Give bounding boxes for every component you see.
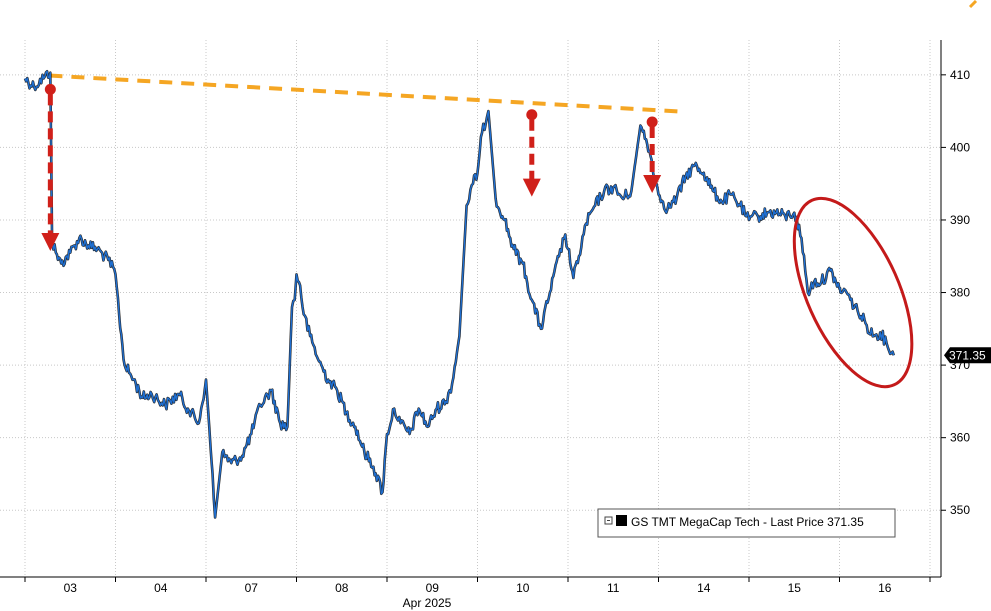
x-tick-label: 04 [154, 581, 168, 595]
x-tick-label: 07 [245, 581, 259, 595]
arrow-origin-dot [526, 109, 538, 121]
last-price-label: 371.35 [949, 348, 986, 362]
x-tick-label: 14 [697, 581, 711, 595]
y-tick-label: 400 [950, 140, 970, 154]
vertical-grid [24, 40, 931, 577]
y-tick-label: 350 [950, 503, 970, 517]
arrow-head [522, 178, 541, 197]
x-tick-label: 08 [335, 581, 349, 595]
y-tick-label: 390 [950, 213, 970, 227]
arrow-origin-dot [44, 83, 56, 95]
legend-series-swatch [616, 515, 627, 526]
x-axis: 03 04 07 08 09 10 11 14 15 16 [24, 577, 931, 595]
horizontal-grid [0, 74, 941, 511]
x-tick-label: 09 [426, 581, 440, 595]
x-tick-label: 16 [878, 581, 892, 595]
price-series-line [24, 70, 895, 519]
arrow-head [41, 232, 60, 251]
resistance-trendline [49, 73, 686, 114]
x-tick-label: 15 [788, 581, 802, 595]
legend-series-label: GS TMT MegaCap Tech - Last Price 371.35 [631, 515, 864, 529]
x-tick-label: 10 [516, 581, 530, 595]
drop-arrows [41, 83, 662, 251]
y-tick-label: 410 [950, 68, 970, 82]
arrow-head [643, 174, 662, 193]
highlight-ellipse [792, 196, 914, 389]
corner-orange-dash [968, 0, 978, 9]
x-tick-label: 03 [64, 581, 78, 595]
legend-box [597, 508, 896, 538]
y-tick-label: 360 [950, 431, 970, 445]
x-month-label: Apr 2025 [403, 596, 452, 610]
arrow-origin-dot [646, 116, 658, 128]
legend: GS TMT MegaCap Tech - Last Price 371.35 [597, 508, 896, 538]
last-price-tag: 371.35 [944, 347, 991, 364]
last-price-marker [944, 347, 991, 364]
y-tick-label: 380 [950, 286, 970, 300]
plot-area [0, 40, 941, 577]
x-tick-label: 11 [607, 581, 620, 595]
